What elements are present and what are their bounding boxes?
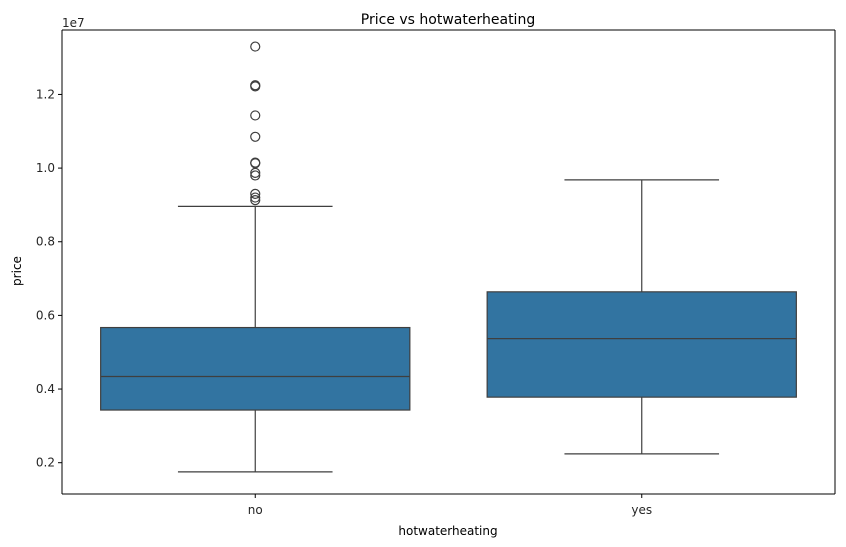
outlier-point <box>250 131 261 142</box>
y-tick-label: 0.6 <box>36 308 55 322</box>
x-tick-label: yes <box>631 503 652 517</box>
outlier-point <box>250 167 261 178</box>
outlier-point <box>250 195 261 206</box>
y-tick-label: 1.0 <box>36 161 55 175</box>
y-axis-offset-label: 1e7 <box>62 16 85 30</box>
y-axis-label: price <box>10 256 24 286</box>
chart-title: Price vs hotwaterheating <box>361 12 535 28</box>
y-tick-label: 0.4 <box>36 382 55 396</box>
x-axis-label: hotwaterheating <box>398 524 497 538</box>
box-yes <box>486 291 797 398</box>
y-tick-label: 0.8 <box>36 235 55 249</box>
outlier-point <box>250 41 261 52</box>
y-tick-label: 1.2 <box>36 87 55 101</box>
outlier-point <box>250 188 261 199</box>
outlier-point <box>250 158 261 169</box>
outlier-point <box>250 170 261 181</box>
outlier-point <box>250 81 261 92</box>
x-tick-label: no <box>248 503 263 517</box>
outlier-point <box>250 192 261 203</box>
y-tick-label: 0.2 <box>36 456 55 470</box>
outlier-point <box>250 110 261 121</box>
plot-area: 0.2 0.4 0.6 0.8 1.0 1.2 no yes <box>36 29 836 517</box>
box-no <box>100 326 411 411</box>
